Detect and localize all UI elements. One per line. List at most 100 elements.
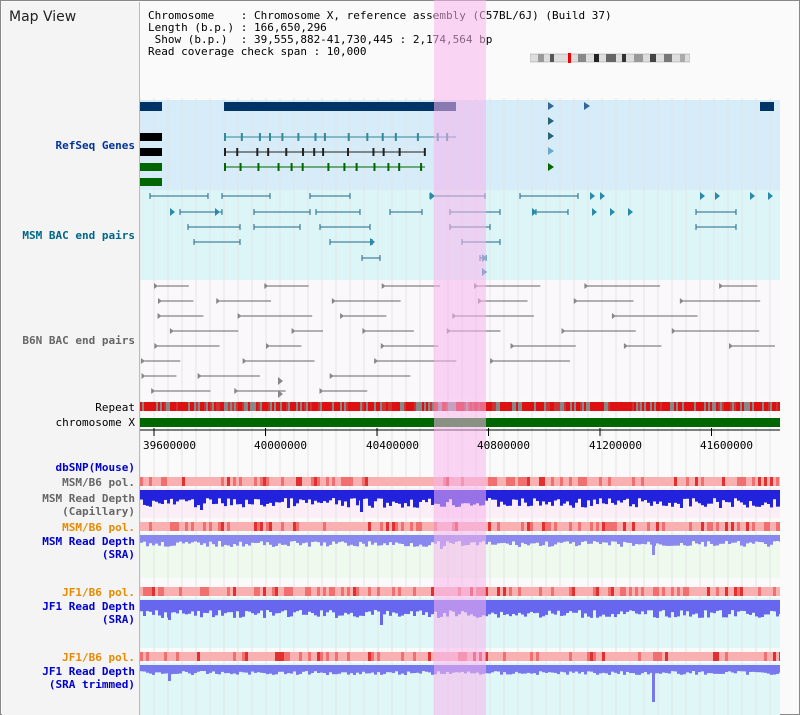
depth-bar [350,535,353,545]
depth-bar [386,600,389,611]
label-jf1-depth-trim[interactable]: JF1 Read Depth (SRA trimmed) [42,665,135,691]
depth-bar [242,490,245,508]
pol-mark [356,652,359,661]
pol-mark [674,477,677,486]
pol-mark [698,587,701,596]
depth-bar [593,665,596,673]
repeat-mark [190,402,192,411]
depth-bar [524,490,527,503]
pol-mark [350,477,353,486]
depth-bar [596,535,599,543]
pol-mark [185,587,188,596]
pol-mark [491,652,494,661]
depth-bar [716,600,719,611]
depth-bar [593,600,596,611]
depth-bar [530,665,533,674]
depth-bar [140,490,143,500]
depth-bar [335,665,338,675]
gene-exon [323,133,326,141]
depth-bar [518,665,521,674]
repeat-mark [704,402,706,411]
depth-bar [737,665,740,672]
depth-bar [248,600,251,612]
repeat-mark [702,402,704,411]
depth-bar [191,600,194,612]
pol-mark [290,587,293,596]
pol-mark [323,587,326,596]
depth-bar [395,665,398,672]
depth-bar [353,665,356,675]
depth-bar [599,600,602,617]
repeat-mark [730,402,732,411]
label-msm-depth-sra[interactable]: MSM Read Depth (SRA) [42,535,135,561]
depth-bar [578,535,581,546]
depth-bar [347,535,350,546]
pol-mark [575,522,578,531]
pol-mark [254,652,257,661]
label-jf1-b6-pol-1[interactable]: JF1/B6 pol. [62,586,135,599]
depth-bar [647,600,650,611]
pol-mark [563,587,566,596]
pol-mark [494,477,497,486]
pol-mark [728,652,731,661]
label-dbsnp[interactable]: dbSNP(Mouse) [55,461,135,474]
depth-bar [329,600,332,611]
repeat-mark [314,402,316,411]
depth-bar [602,535,605,543]
pol-mark [587,522,590,531]
depth-bar [392,490,395,502]
genome-tracks-canvas[interactable] [140,98,780,715]
chromosome-ideogram[interactable] [530,53,690,63]
label-msm-b6-pol-1[interactable]: MSM/B6 pol. [62,476,135,489]
label-msm-b6-pol-2[interactable]: MSM/B6 pol. [62,521,135,534]
label-msm-bac[interactable]: MSM BAC end pairs [22,229,135,242]
depth-bar [203,490,206,504]
pol-mark [587,477,590,486]
b6n-arrow [729,343,734,349]
depth-bar [551,535,554,547]
pol-mark [425,477,428,486]
pol-mark [485,652,488,661]
pol-mark [542,652,545,661]
pol-mark [329,522,332,531]
repeat-mark [570,402,572,411]
pol-mark [221,522,224,531]
pol-mark [269,477,272,486]
depth-bar [560,665,563,672]
label-jf1-depth-sra[interactable]: JF1 Read Depth (SRA) [42,600,135,626]
depth-bar [185,600,188,615]
pol-mark [173,522,176,531]
pol-mark [620,477,623,486]
pol-mark [740,522,743,531]
depth-bar [311,665,314,673]
pol-mark [596,587,599,596]
pol-mark [401,587,404,596]
repeat-mark [624,402,626,411]
pol-mark [305,652,308,661]
pol-mark [620,652,623,661]
depth-bar [611,535,614,542]
pol-mark [158,652,161,661]
pol-mark [671,522,674,531]
pol-mark [230,477,233,486]
label-msm-depth-cap[interactable]: MSM Read Depth (Capillary) [42,492,135,518]
depth-bar [497,490,500,507]
pol-mark [170,522,173,531]
depth-bar [608,535,611,546]
depth-bar [713,535,716,546]
repeat-mark [656,402,658,411]
repeat-mark [146,402,148,411]
depth-bar [641,600,644,612]
depth-bar [182,600,185,614]
label-jf1-b6-pol-2[interactable]: JF1/B6 pol. [62,651,135,664]
pol-mark [308,587,311,596]
depth-spike [680,490,683,508]
label-b6n-bac[interactable]: B6N BAC end pairs [22,334,135,347]
pol-mark [338,652,341,661]
depth-bar [626,600,629,612]
pol-mark [266,522,269,531]
depth-bar [224,600,227,614]
depth-bar [221,665,224,672]
repeat-mark [778,402,780,411]
label-refseq-genes[interactable]: RefSeq Genes [55,139,135,152]
